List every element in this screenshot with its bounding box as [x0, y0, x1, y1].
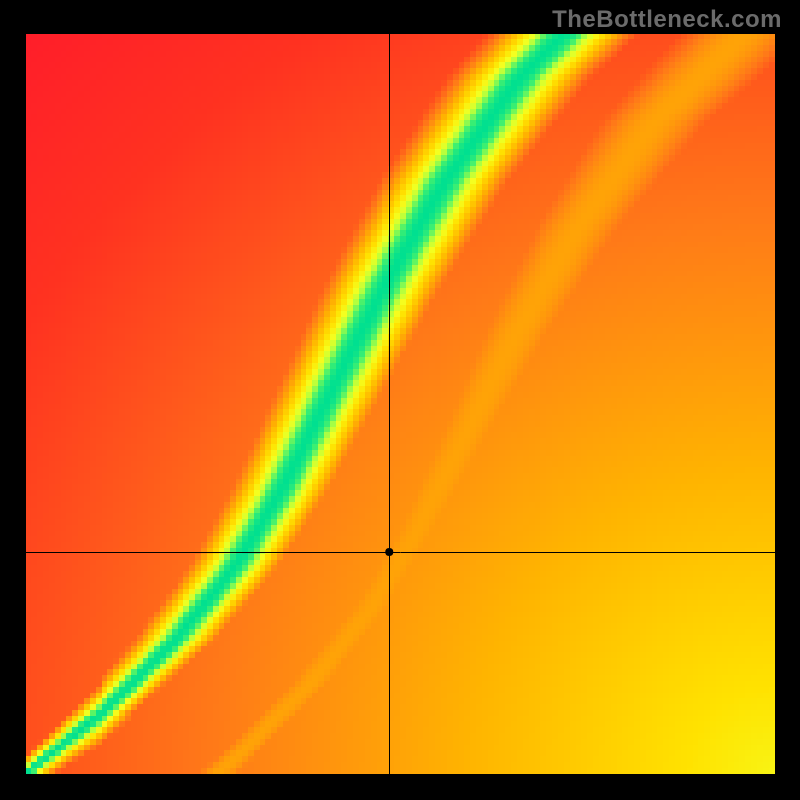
chart-container: TheBottleneck.com — [0, 0, 800, 800]
heatmap-canvas — [26, 34, 775, 774]
watermark-text: TheBottleneck.com — [552, 6, 782, 34]
heatmap-plot-area — [26, 34, 775, 774]
